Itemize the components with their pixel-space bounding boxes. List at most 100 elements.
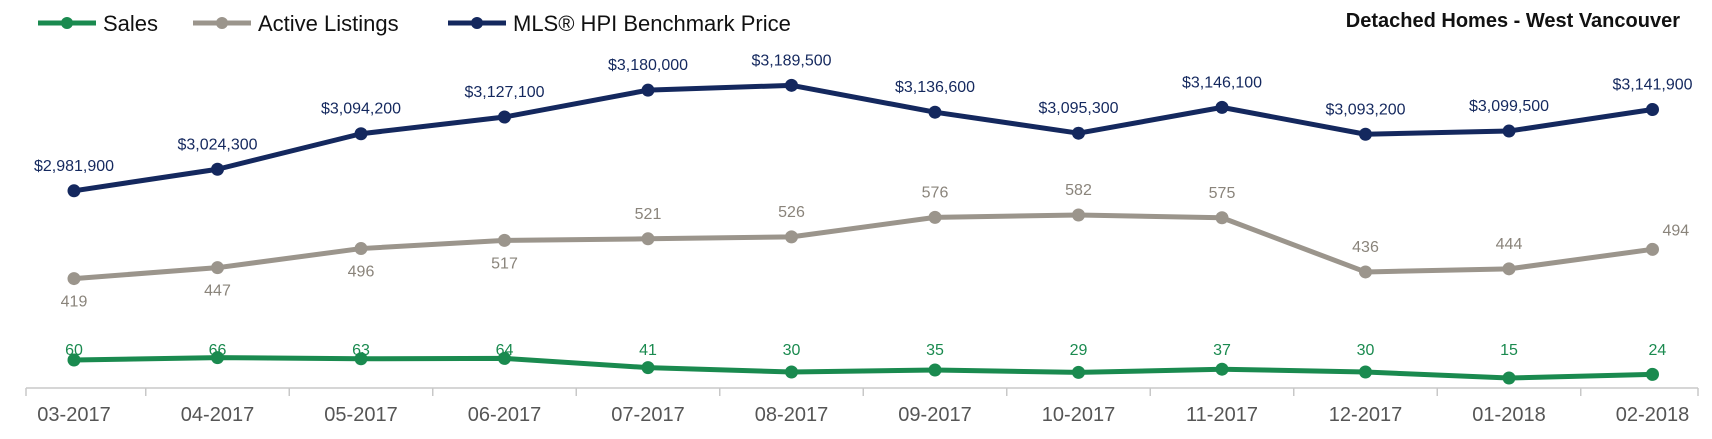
data-point-mls-hpi-benchmark-price [1502,124,1516,138]
x-tick-label: 08-2017 [755,404,828,426]
legend: Sales Active Listings MLS® HPI Benchmark… [38,11,791,36]
data-point-active-listings [211,261,224,275]
data-point-sales [928,363,942,377]
data-labels: 60 66 63 64 41 30 35 29 37 30 15 24 419 447 496 517 521 5… [34,52,1693,359]
legend-label-sales: Sales [103,11,158,36]
data-label-mls-hpi-benchmark-price: $3,099,500 [1469,98,1549,115]
data-point-sales [785,365,798,379]
data-label-mls-hpi-benchmark-price: $3,180,000 [608,57,688,74]
data-point-mls-hpi-benchmark-price [67,184,81,198]
data-label-mls-hpi-benchmark-price: $3,127,100 [464,84,544,101]
data-point-sales [354,352,368,366]
data-label-active-listings: 517 [491,255,518,272]
data-point-active-listings [1359,265,1372,279]
data-label-active-listings: 575 [1209,185,1236,202]
x-tick-label: 09-2017 [898,404,971,426]
legend-item-benchmark-price: MLS® HPI Benchmark Price [448,11,791,36]
chart-title: Detached Homes - West Vancouver [1346,10,1680,32]
data-label-mls-hpi-benchmark-price: $3,093,200 [1325,101,1405,118]
data-label-sales: 41 [639,342,657,359]
data-point-mls-hpi-benchmark-price [354,127,368,141]
data-point-sales [1072,365,1085,379]
data-point-active-listings [1646,242,1659,256]
data-label-sales: 63 [352,342,370,359]
data-label-mls-hpi-benchmark-price: $3,024,300 [177,136,257,153]
data-point-active-listings [1215,211,1229,225]
data-point-mls-hpi-benchmark-price [1646,103,1659,117]
data-point-mls-hpi-benchmark-price [1359,127,1372,141]
data-point-mls-hpi-benchmark-price [928,105,942,119]
data-point-sales [67,353,81,367]
series-points [67,78,1659,385]
data-label-sales: 64 [496,342,514,359]
data-label-mls-hpi-benchmark-price: $3,095,300 [1038,100,1118,117]
data-point-active-listings [1502,262,1516,276]
data-label-sales: 30 [1357,342,1375,359]
data-label-sales: 30 [783,342,801,359]
data-label-active-listings: 447 [204,283,231,300]
legend-item-sales: Sales [38,11,158,36]
x-tick-label: 07-2017 [611,404,684,426]
data-label-sales: 66 [209,342,227,359]
data-point-mls-hpi-benchmark-price [498,110,511,124]
x-tick-label: 03-2017 [37,404,110,426]
data-point-active-listings [785,230,798,244]
data-label-mls-hpi-benchmark-price: $3,094,200 [321,101,401,118]
data-label-sales: 60 [65,342,83,359]
legend-label-benchmark-price: MLS® HPI Benchmark Price [513,11,791,36]
data-point-sales [498,351,511,365]
data-label-sales: 29 [1070,342,1088,359]
data-label-mls-hpi-benchmark-price: $3,136,600 [895,79,975,96]
x-tick-label: 01-2018 [1472,404,1545,426]
legend-marker-sales [61,17,73,29]
series-line-active-listings [71,212,1655,282]
data-label-mls-hpi-benchmark-price: $3,141,900 [1612,77,1692,94]
data-point-sales [641,361,655,375]
data-label-sales: 15 [1500,342,1518,359]
data-point-sales [1502,371,1516,385]
series-line-sales [71,355,1655,381]
data-point-sales [211,351,224,365]
x-tick-label: 05-2017 [324,404,397,426]
data-label-active-listings: 419 [61,294,88,311]
data-point-sales [1359,365,1372,379]
x-axis-tick-labels: 03-2017 04-2017 05-2017 06-2017 07-2017 08-20… [37,404,1689,426]
data-point-active-listings [498,233,511,247]
data-point-mls-hpi-benchmark-price [211,162,224,176]
legend-label-active-listings: Active Listings [258,11,399,36]
data-point-mls-hpi-benchmark-price [1072,126,1085,140]
data-label-active-listings: 496 [348,264,375,281]
data-label-active-listings: 436 [1352,239,1379,256]
data-point-active-listings [67,272,81,286]
data-point-mls-hpi-benchmark-price [641,83,655,97]
data-point-active-listings [1072,208,1085,222]
data-label-sales: 24 [1649,342,1667,359]
data-label-mls-hpi-benchmark-price: $2,981,900 [34,158,114,175]
x-tick-label: 12-2017 [1329,404,1402,426]
x-tick-label: 02-2018 [1616,404,1689,426]
data-point-mls-hpi-benchmark-price [785,78,798,92]
legend-marker-active-listings [216,17,228,29]
data-point-active-listings [641,232,655,246]
data-label-mls-hpi-benchmark-price: $3,189,500 [751,52,831,69]
data-label-active-listings: 582 [1065,182,1092,199]
x-tick-label: 06-2017 [468,404,541,426]
x-tick-label: 11-2017 [1186,404,1258,426]
legend-item-active-listings: Active Listings [193,11,399,36]
data-label-mls-hpi-benchmark-price: $3,146,100 [1182,74,1262,91]
data-point-sales [1646,367,1659,381]
data-point-mls-hpi-benchmark-price [1215,100,1229,114]
data-label-active-listings: 576 [922,184,949,201]
x-axis-ticks [25,388,1699,396]
series-lines [71,82,1655,381]
data-label-sales: 35 [926,342,944,359]
data-point-sales [1215,362,1229,376]
data-label-active-listings: 494 [1663,222,1690,239]
x-tick-label: 10-2017 [1042,404,1115,426]
x-tick-label: 04-2017 [181,404,254,426]
data-label-active-listings: 444 [1496,236,1523,253]
series-line-mls-hpi-benchmark-price [71,82,1655,194]
data-label-active-listings: 526 [778,204,805,221]
data-point-active-listings [928,210,942,224]
